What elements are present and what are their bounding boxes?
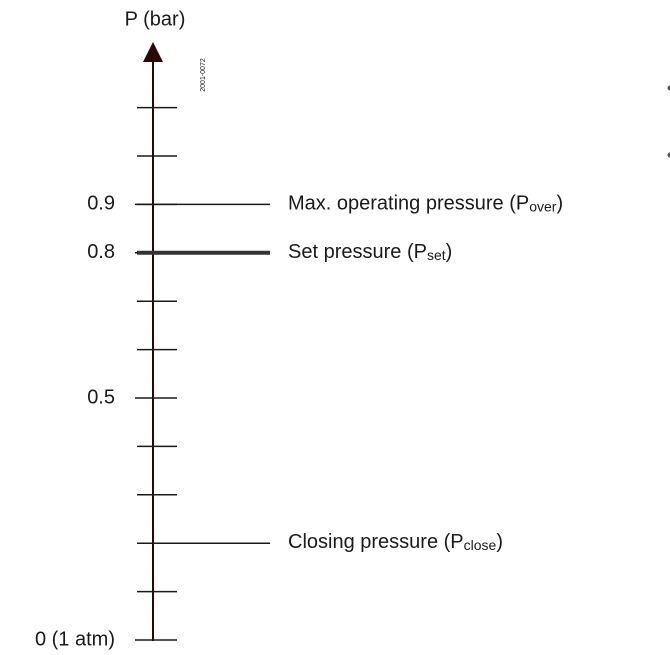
level-text: Max. operating pressure (P [288,193,529,215]
level-subscript: over [529,198,557,214]
level-suffix: ) [556,193,563,215]
figure-id: 2001-0072 [200,58,207,92]
axis-label: P (bar) [125,8,186,30]
level-suffix: ) [446,241,453,263]
tick-label: 0.5 [87,386,115,408]
level-text: Set pressure (P [288,241,427,263]
cut-off-mark [667,152,670,158]
cut-off-mark [667,85,670,91]
level-subscript: close [464,537,497,553]
tick-label: 0.8 [87,241,115,263]
level-suffix: ) [496,531,503,553]
level-label: Set pressure (Pset) [288,241,452,263]
tick-label: 0.9 [87,193,115,215]
level-label: Max. operating pressure (Pover) [288,193,563,215]
level-text: Closing pressure (P [288,531,464,553]
axis-arrow [143,42,163,62]
level-label: Closing pressure (Pclose) [288,531,503,553]
level-subscript: set [427,247,446,263]
tick-label: 0 (1 atm) [35,628,115,650]
